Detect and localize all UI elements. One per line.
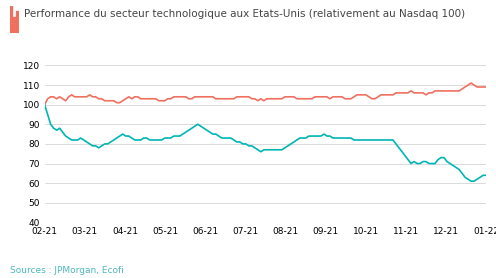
Text: Sources : JPMorgan, Ecofi: Sources : JPMorgan, Ecofi: [10, 266, 124, 275]
Text: Performance du secteur technologique aux Etats-Unis (relativement au Nasdaq 100): Performance du secteur technologique aux…: [24, 9, 465, 19]
Bar: [10, 6, 12, 33]
Bar: [16, 11, 18, 33]
Bar: [13, 17, 15, 33]
